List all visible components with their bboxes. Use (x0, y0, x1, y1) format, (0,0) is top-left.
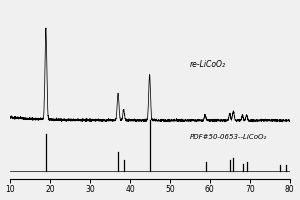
Text: re-LiCoO₂: re-LiCoO₂ (190, 60, 226, 69)
Text: PDF#50-0653--LiCoO₂: PDF#50-0653--LiCoO₂ (190, 134, 267, 140)
